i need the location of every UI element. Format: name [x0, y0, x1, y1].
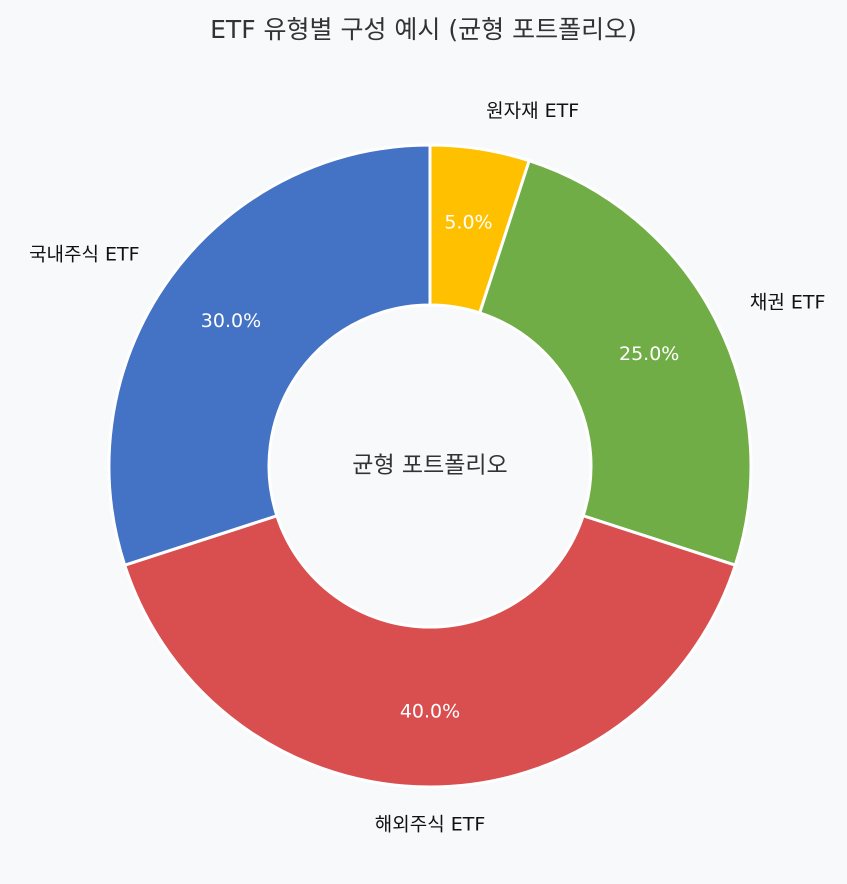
slice-percent-label: 25.0%	[619, 343, 679, 365]
slice-category-label: 원자재 ETF	[486, 100, 579, 122]
slice-percent-label: 5.0%	[444, 212, 492, 234]
donut-slice	[122, 513, 738, 789]
chart-title: ETF 유형별 구성 예시 (균형 포트폴리오)	[210, 15, 637, 44]
donut-slice	[107, 143, 432, 568]
slice-percent-label: 40.0%	[400, 701, 460, 723]
slice-category-label: 채권 ETF	[750, 292, 826, 314]
slice-category-label: 해외주식 ETF	[375, 814, 486, 836]
slice-percent-label: 30.0%	[201, 310, 261, 332]
slice-category-label: 국내주식 ETF	[29, 243, 140, 265]
donut-slice	[477, 158, 753, 568]
center-label: 균형 포트폴리오	[352, 453, 507, 479]
